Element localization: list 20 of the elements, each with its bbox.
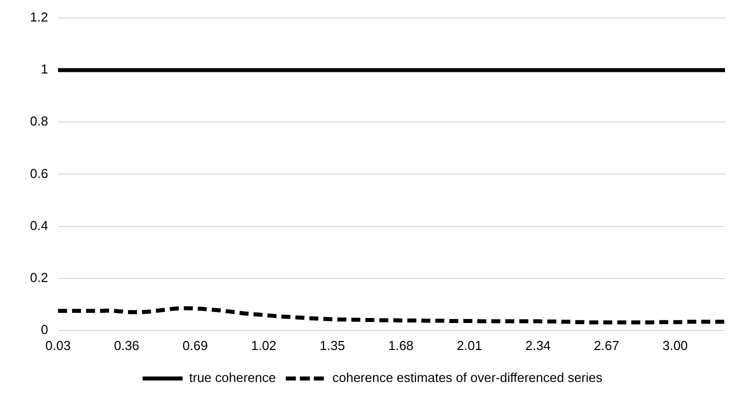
- y-tick-label: 0.2: [30, 270, 48, 285]
- x-tick-label: 0.36: [114, 338, 140, 353]
- y-tick-label: 0.4: [30, 218, 48, 233]
- x-tick-label: 2.34: [525, 338, 551, 353]
- x-tick-label: 3.00: [662, 338, 688, 353]
- y-tick-label: 0.6: [30, 166, 48, 181]
- x-tick-label: 1.02: [251, 338, 276, 353]
- line-series: [56, 306, 727, 324]
- x-tick-label: 2.01: [456, 338, 482, 353]
- y-tick-label: 0: [40, 322, 48, 337]
- legend-label: coherence estimates of over-differenced series: [332, 370, 603, 386]
- x-tick-label: 0.69: [182, 338, 208, 353]
- x-tick-label: 0.03: [45, 338, 71, 353]
- y-tick-label: 1.2: [30, 10, 48, 25]
- y-tick-label: 0.8: [30, 114, 48, 129]
- x-tick-label: 1.68: [388, 338, 414, 353]
- x-tick-label: 1.35: [320, 338, 345, 353]
- y-tick-label: 1: [40, 62, 48, 77]
- legend-label: true coherence: [189, 370, 276, 386]
- x-tick-label: 2.67: [594, 338, 620, 353]
